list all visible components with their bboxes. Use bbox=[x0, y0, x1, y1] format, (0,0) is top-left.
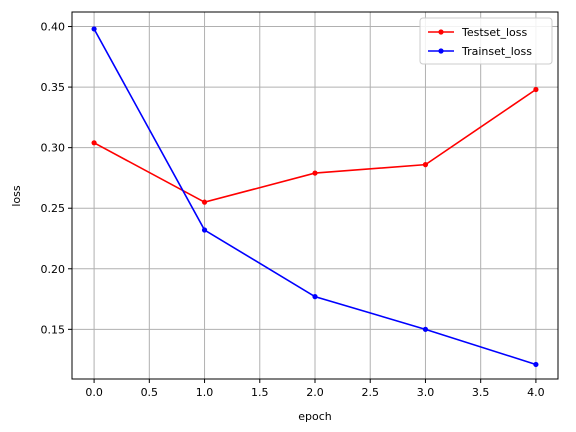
x-axis-label: epoch bbox=[298, 410, 332, 423]
data-point bbox=[201, 199, 208, 205]
legend-label: Testset_loss bbox=[461, 26, 527, 39]
data-point bbox=[312, 294, 318, 300]
y-tick-label: 0.40 bbox=[41, 21, 66, 34]
data-point bbox=[201, 227, 208, 233]
data-point bbox=[91, 26, 97, 32]
x-tick-label: 3.0 bbox=[417, 386, 435, 399]
data-point bbox=[533, 361, 539, 368]
data-point bbox=[422, 162, 429, 168]
x-tick-label: 1.0 bbox=[196, 386, 214, 399]
axis-ticks: 0.0 0.5 1.0 1.5 2.0 2.5 3.0 3.5 4.0 0.15 0.20 0.25 0… bbox=[41, 21, 545, 399]
y-axis-label: loss bbox=[10, 185, 23, 207]
series-layer bbox=[91, 26, 539, 368]
x-tick-label: 1.5 bbox=[251, 386, 269, 399]
x-tick-label: 3.5 bbox=[472, 386, 490, 399]
y-tick-label: 0.15 bbox=[41, 323, 66, 336]
x-tick-label: 2.5 bbox=[361, 386, 379, 399]
x-tick-label: 4.0 bbox=[527, 386, 545, 399]
y-tick-label: 0.25 bbox=[41, 202, 66, 215]
legend-swatch-marker bbox=[438, 29, 444, 35]
legend-swatch-marker bbox=[438, 48, 444, 54]
y-tick-label: 0.30 bbox=[41, 142, 66, 155]
data-point bbox=[312, 170, 318, 176]
legend-label: Trainset_loss bbox=[461, 45, 532, 58]
y-tick-label: 0.35 bbox=[41, 81, 66, 94]
y-tick-label: 0.20 bbox=[41, 263, 66, 276]
data-point bbox=[533, 86, 539, 93]
x-tick-label: 0.0 bbox=[85, 386, 103, 399]
grid-lines bbox=[72, 12, 558, 379]
legend-box bbox=[419, 17, 553, 65]
x-tick-label: 0.5 bbox=[141, 386, 159, 399]
data-point bbox=[422, 326, 429, 332]
data-point bbox=[91, 140, 97, 146]
legend: Testset_loss Trainset_loss bbox=[419, 17, 553, 65]
x-tick-label: 2.0 bbox=[306, 386, 324, 399]
